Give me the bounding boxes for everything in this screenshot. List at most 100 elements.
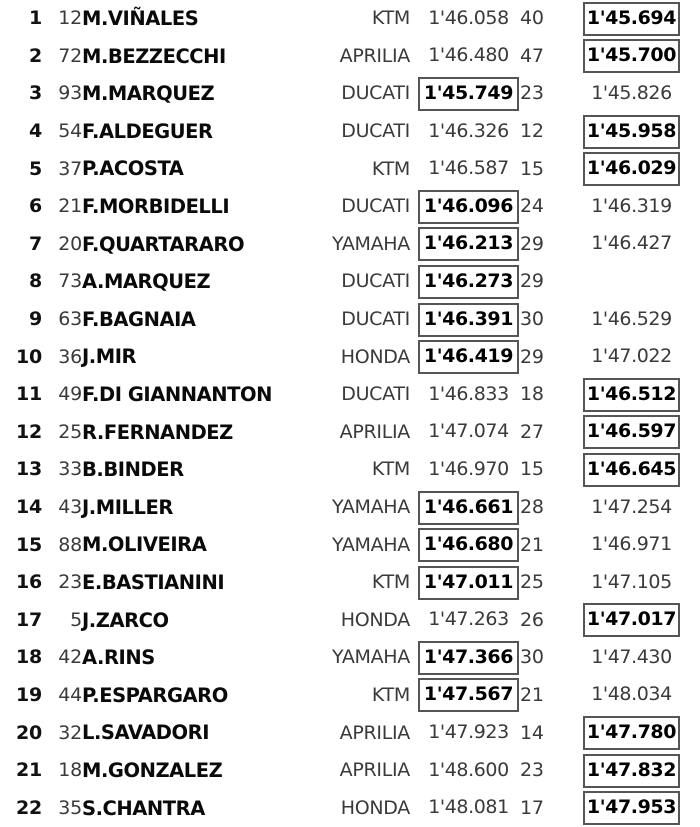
rider-name[interactable]: M.OLIVEIRA [82,533,207,557]
lap-time-1-value: 1'46.480 [428,44,509,67]
rider-name[interactable]: F.QUARTARARO [82,232,245,256]
manufacturer: APRILIA [339,759,411,782]
rider-position: 14 [15,496,42,519]
rider-name[interactable]: J.MIR [82,345,137,369]
lap-time-1: 1'46.833 [410,376,520,414]
table-row[interactable]: 22 35 S.CHANTRA HONDA 1'48.081 17 1'47.953 [0,789,700,827]
table-row[interactable]: 21 18 M.GONZALEZ APRILIA 1'48.600 23 1'47.832 [0,752,700,790]
table-row[interactable]: 5 37 P.ACOSTA KTM 1'46.587 15 1'46.029 [0,150,700,188]
lap-time-1-value: 1'48.081 [428,796,509,819]
lap-time-1-value: 1'46.833 [428,382,509,405]
rider-name[interactable]: P.ACOSTA [82,157,184,181]
rider-name[interactable]: J.ZARCO [82,608,169,632]
lap-time-2-value: 1'48.034 [591,683,672,706]
table-row[interactable]: 14 43 J.MILLER YAMAHA 1'46.661 28 1'47.254 [0,489,700,527]
rider-position: 20 [15,721,42,744]
rider-name[interactable]: A.MARQUEZ [82,270,211,294]
manufacturer: APRILIA [339,420,411,443]
rider-position: 2 [28,44,42,67]
table-row[interactable]: 8 73 A.MARQUEZ DUCATI 1'46.273 29 [0,263,700,301]
rider-name[interactable]: B.BINDER [82,458,184,482]
rider-position: 5 [28,157,42,180]
lap-time-1-value: 1'46.058 [428,6,509,29]
table-row[interactable]: 7 20 F.QUARTARARO YAMAHA 1'46.213 29 1'46.427 [0,226,700,264]
lap-time-1: 1'48.600 [410,752,520,790]
lap-count: 24 [520,195,544,218]
manufacturer: DUCATI [341,195,410,218]
rider-name[interactable]: F.ALDEGUER [82,119,213,143]
lap-time-2: 1'45.700 [566,38,700,76]
rider-name[interactable]: M.MARQUEZ [82,82,215,106]
rider-name[interactable]: L.SAVADORI [82,721,210,745]
manufacturer: KTM [371,7,410,30]
lap-time-2: 1'46.512 [566,376,700,414]
lap-count: 28 [520,496,544,519]
rider-position: 13 [15,458,42,481]
lap-count: 14 [520,721,544,744]
lap-count: 23 [520,82,544,105]
rider-name[interactable]: M.BEZZECCHI [82,44,226,68]
lap-time-2: 1'48.034 [566,677,700,715]
table-row[interactable]: 15 88 M.OLIVEIRA YAMAHA 1'46.680 21 1'46.971 [0,526,700,564]
lap-time-1-best: 1'46.096 [418,189,519,224]
table-row[interactable]: 3 93 M.MARQUEZ DUCATI 1'45.749 23 1'45.826 [0,75,700,113]
lap-time-2-value: 1'46.319 [591,194,672,217]
rider-name[interactable]: M.VIÑALES [82,7,199,31]
rider-name[interactable]: F.BAGNAIA [82,307,196,331]
table-row[interactable]: 20 32 L.SAVADORI APRILIA 1'47.923 14 1'47.780 [0,714,700,752]
table-row[interactable]: 18 42 A.RINS YAMAHA 1'47.366 30 1'47.430 [0,639,700,677]
table-row[interactable]: 12 25 R.FERNANDEZ APRILIA 1'47.074 27 1'46.597 [0,414,700,452]
lap-time-2: 1'46.645 [566,451,700,489]
rider-name[interactable]: E.BASTIANINI [82,570,225,594]
table-row[interactable]: 1 12 M.VIÑALES KTM 1'46.058 40 1'45.694 [0,0,700,38]
lap-time-2-best: 1'45.694 [583,1,680,36]
rider-name[interactable]: R.FERNANDEZ [82,420,233,444]
rider-number: 93 [58,82,82,105]
lap-time-1: 1'46.970 [410,451,520,489]
rider-number: 5 [70,608,82,631]
rider-name[interactable]: F.DI GIANNANTON [82,382,272,406]
lap-time-1-best: 1'46.391 [418,302,519,337]
manufacturer: DUCATI [341,383,410,406]
table-row[interactable]: 9 63 F.BAGNAIA DUCATI 1'46.391 30 1'46.529 [0,301,700,339]
rider-number: 49 [58,383,82,406]
table-row[interactable]: 11 49 F.DI GIANNANTON DUCATI 1'46.833 18 1'46.… [0,376,700,414]
lap-time-2: 1'46.319 [566,188,700,226]
table-row[interactable]: 19 44 P.ESPARGARO KTM 1'47.567 21 1'48.034 [0,677,700,715]
lap-time-1-best: 1'47.567 [418,678,519,713]
lap-count: 40 [520,7,544,30]
rider-number: 44 [58,683,82,706]
rider-number: 35 [58,796,82,819]
rider-position: 3 [28,82,42,105]
manufacturer: YAMAHA [331,533,410,556]
rider-name[interactable]: M.GONZALEZ [82,758,223,782]
table-row[interactable]: 4 54 F.ALDEGUER DUCATI 1'46.326 12 1'45.958 [0,113,700,151]
rider-name[interactable]: F.MORBIDELLI [82,195,230,219]
lap-time-2: 1'46.971 [566,526,700,564]
rider-name[interactable]: J.MILLER [82,495,173,519]
table-row[interactable]: 10 36 J.MIR HONDA 1'46.419 29 1'47.022 [0,338,700,376]
manufacturer: APRILIA [339,44,411,67]
table-row[interactable]: 2 72 M.BEZZECCHI APRILIA 1'46.480 47 1'45.700 [0,38,700,76]
manufacturer: KTM [371,683,410,706]
manufacturer: DUCATI [341,270,410,293]
rider-position: 6 [28,195,42,218]
rider-name[interactable]: A.RINS [82,646,155,670]
table-row[interactable]: 17 5 J.ZARCO HONDA 1'47.263 26 1'47.017 [0,602,700,640]
rider-name[interactable]: P.ESPARGARO [82,683,228,707]
lap-count: 17 [520,796,544,819]
rider-position: 1 [28,7,42,30]
lap-time-2-best: 1'46.512 [583,377,680,412]
rider-number: 72 [58,44,82,67]
lap-time-1-best: 1'46.661 [418,490,519,525]
table-row[interactable]: 16 23 E.BASTIANINI KTM 1'47.011 25 1'47.105 [0,564,700,602]
table-row[interactable]: 6 21 F.MORBIDELLI DUCATI 1'46.096 24 1'46.319 [0,188,700,226]
table-row[interactable]: 13 33 B.BINDER KTM 1'46.970 15 1'46.645 [0,451,700,489]
lap-time-1: 1'46.587 [410,150,520,188]
rider-name[interactable]: S.CHANTRA [82,796,205,820]
lap-time-2-best: 1'47.780 [583,716,680,751]
lap-count: 29 [520,345,544,368]
lap-count: 30 [520,646,544,669]
